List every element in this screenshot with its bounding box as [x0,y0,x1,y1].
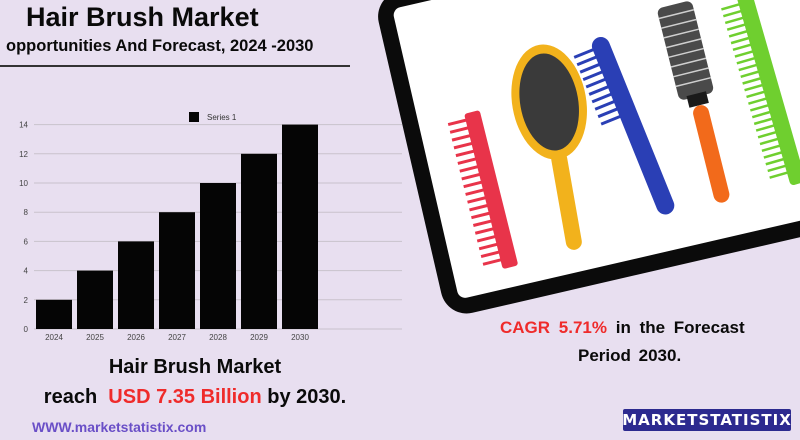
logo-part-1: MARKET [622,411,699,429]
page-subtitle: opportunities And Forecast, 2024 -2030 [6,37,314,55]
y-tick-label: 4 [24,267,29,276]
x-tick-label: 2030 [291,333,309,342]
cagr-text-1: in the Forecast [615,318,745,337]
cagr-value: 5.71% [558,318,607,337]
bar [282,124,318,329]
y-tick-label: 2 [24,296,29,305]
round-brush-icon [657,1,730,203]
bar [118,241,154,329]
y-tick-label: 10 [19,179,28,188]
x-tick-label: 2025 [86,333,104,342]
y-tick-label: 14 [19,121,28,130]
x-tick-label: 2029 [250,333,268,342]
brand-logo: MARKET STATISTIX [622,409,792,431]
bar [200,183,236,329]
x-tick-label: 2024 [45,333,63,342]
summary-reach-word: reach [43,386,98,408]
bar [159,212,195,329]
website-link[interactable]: WWW.marketstatistix.com [32,419,207,435]
y-tick-label: 0 [24,325,29,334]
bar [36,299,72,329]
summary-by-year: by 2030. [267,386,347,408]
logo-part-2: STATISTIX [698,411,792,429]
cagr-label: CAGR [500,318,551,337]
title-divider [0,65,350,67]
page-title: Hair Brush Market [26,2,259,32]
y-tick-label: 6 [24,237,29,246]
x-tick-label: 2028 [209,333,227,342]
bar [77,270,113,329]
y-tick-label: 8 [24,208,29,217]
hair-brushes-illustration [447,0,800,269]
bar-chart: 0 2 4 6 8 10 12 14 2024 2025 2026 2027 2028 2029 2030 S… [19,112,402,342]
summary-line-1: Hair Brush Market [108,356,282,378]
yellow-paddle-brush-icon [511,44,587,250]
x-tick-label: 2027 [168,333,186,342]
blue-comb-icon [573,37,675,215]
green-comb-icon [721,0,800,186]
x-tick-label: 2026 [127,333,145,342]
legend-label: Series 1 [207,113,237,122]
red-comb-icon [447,110,518,269]
legend-swatch [189,112,199,122]
cagr-line-2: Period 2030. [578,346,682,365]
market-value: USD 7.35 Billion [108,386,262,408]
y-tick-label: 12 [19,150,28,159]
bar [241,153,277,329]
cagr-line-1: CAGR 5.71% in the Forecast [500,318,745,338]
summary-line-2: reach USD 7.35 Billion by 2030. [0,386,390,409]
